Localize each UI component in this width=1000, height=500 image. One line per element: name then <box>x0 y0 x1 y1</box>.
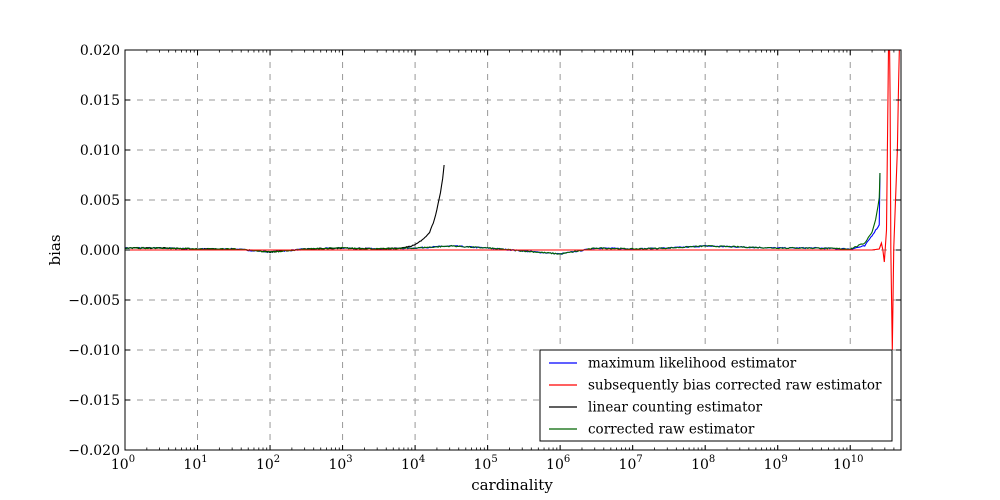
x-tick-base: 10 <box>619 457 637 473</box>
x-tick-exponent: 3 <box>346 454 352 465</box>
legend: maximum likelihood estimator subsequently… <box>539 349 893 442</box>
legend-label: linear counting estimator <box>588 400 763 416</box>
x-tick-exponent: 0 <box>129 454 135 465</box>
y-tick-label: −0.020 <box>68 443 120 459</box>
x-tick-label: 105 <box>474 454 498 473</box>
x-tick-exponent: 5 <box>491 454 497 465</box>
x-tick-base: 10 <box>111 457 129 473</box>
x-axis-label: cardinality <box>471 476 553 494</box>
y-tick-label: 0.005 <box>80 193 120 209</box>
series-layer <box>125 50 900 351</box>
x-tick-labels: 100 101 102 103 104 105 106 107 108 109 1010 <box>111 454 864 473</box>
legend-entries: maximum likelihood estimator subsequently… <box>549 356 882 438</box>
y-tick-label: 0.020 <box>80 43 120 59</box>
y-tick-label: −0.005 <box>68 293 120 309</box>
x-tick-exponent: 6 <box>564 454 570 465</box>
x-tick-label: 1010 <box>833 454 864 473</box>
y-tick-labels: 0.020 0.015 0.010 0.005 0.000 −0.005 −0.010 −0.… <box>68 43 120 459</box>
x-tick-base: 10 <box>328 457 346 473</box>
x-tick-label: 107 <box>619 454 643 473</box>
x-tick-label: 106 <box>546 454 570 473</box>
y-tick-label: −0.015 <box>68 393 120 409</box>
legend-box <box>539 349 893 442</box>
x-tick-label: 108 <box>691 454 715 473</box>
y-tick-label: 0.000 <box>80 243 120 259</box>
x-tick-label: 100 <box>111 454 135 473</box>
x-tick-exponent: 7 <box>636 454 642 465</box>
x-tick-exponent: 8 <box>709 454 715 465</box>
x-tick-base: 10 <box>546 457 564 473</box>
x-tick-label: 104 <box>401 454 425 473</box>
x-tick-exponent: 4 <box>419 454 425 465</box>
y-axis-label: bias <box>46 234 64 265</box>
x-tick-base: 10 <box>401 457 419 473</box>
x-tick-exponent: 10 <box>851 454 864 465</box>
x-tick-base: 10 <box>256 457 274 473</box>
x-tick-base: 10 <box>833 457 851 473</box>
x-tick-base: 10 <box>183 457 201 473</box>
legend-label: maximum likelihood estimator <box>588 356 797 372</box>
legend-label: corrected raw estimator <box>588 422 755 438</box>
x-tick-exponent: 1 <box>201 454 207 465</box>
x-tick-label: 109 <box>764 454 788 473</box>
x-tick-label: 101 <box>183 454 207 473</box>
x-tick-base: 10 <box>474 457 492 473</box>
x-tick-label: 103 <box>328 454 352 473</box>
x-tick-base: 10 <box>764 457 782 473</box>
x-tick-base: 10 <box>691 457 709 473</box>
legend-label: subsequently bias corrected raw estimato… <box>588 378 882 394</box>
series-line-subsequently-bias-corrected-raw-estimator <box>125 50 900 351</box>
x-tick-label: 102 <box>256 454 280 473</box>
y-tick-label: 0.010 <box>80 143 120 159</box>
y-tick-label: −0.010 <box>68 343 120 359</box>
axis-ticks <box>124 49 902 451</box>
y-tick-label: 0.015 <box>80 93 120 109</box>
x-tick-exponent: 2 <box>274 454 280 465</box>
x-tick-exponent: 9 <box>781 454 787 465</box>
